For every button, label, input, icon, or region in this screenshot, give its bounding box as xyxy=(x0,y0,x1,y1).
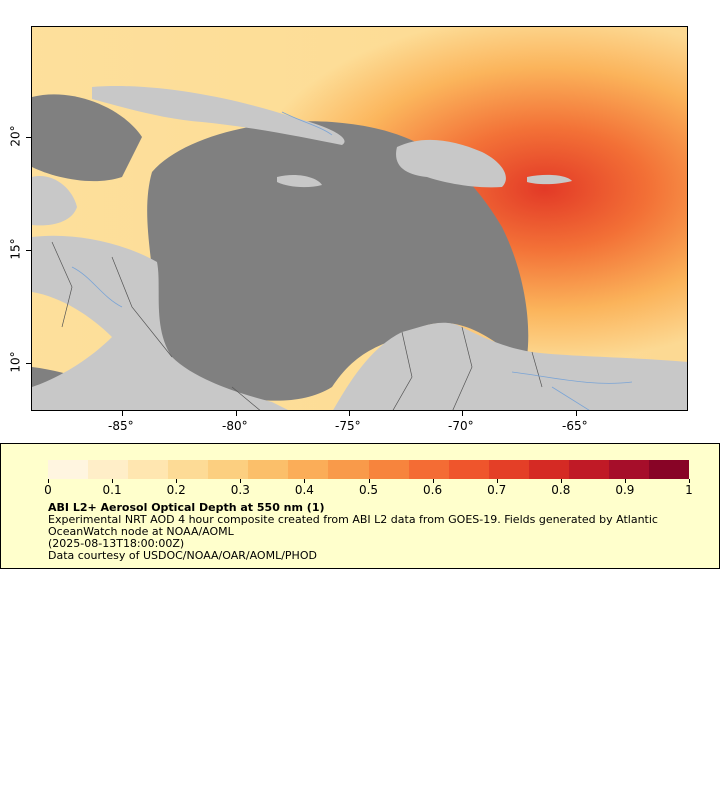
colorbar-swatch xyxy=(368,460,409,479)
colorbar-label: 1 xyxy=(685,483,693,497)
colorbar-swatch xyxy=(168,460,209,479)
colorbar-swatch xyxy=(448,460,489,479)
colorbar-swatch xyxy=(568,460,609,479)
colorbar-label: 0.7 xyxy=(487,483,507,497)
south-america-land xyxy=(333,322,687,410)
colorbar-swatch xyxy=(408,460,449,479)
lon-tick xyxy=(462,411,463,416)
lon-label: -70° xyxy=(448,419,474,433)
colorbar-label: 0.5 xyxy=(358,483,379,497)
colorbar-tick xyxy=(624,479,626,483)
lon-tick xyxy=(236,411,237,416)
map-image xyxy=(32,27,687,410)
lat-label: 20° xyxy=(8,125,23,147)
colorbar-tick xyxy=(176,479,178,483)
lon-tick xyxy=(576,411,577,416)
colorbar-tick xyxy=(368,479,370,483)
colorbar-label: 0.2 xyxy=(166,483,186,497)
colorbar-swatch xyxy=(488,460,529,479)
legend-line-4: Data courtesy of USDOC/NOAA/OAR/AOML/PHO… xyxy=(48,549,317,562)
colorbar-tick xyxy=(48,479,49,483)
colorbar-tick xyxy=(689,479,690,483)
lat-tick xyxy=(26,363,31,364)
lon-label: -65° xyxy=(562,419,588,433)
legend-line-1: Experimental NRT AOD 4 hour composite cr… xyxy=(48,513,658,526)
legend-line-3: (2025-08-13T18:00:00Z) xyxy=(48,537,185,550)
legend-line-2: OceanWatch node at NOAA/AOML xyxy=(48,525,234,538)
colorbar-tick xyxy=(112,479,114,483)
legend-text: ABI L2+ Aerosol Optical Depth at 550 nm … xyxy=(48,502,658,562)
puerto-rico-land xyxy=(527,174,572,185)
colorbar-swatch xyxy=(328,460,369,479)
colorbar-label: 0.1 xyxy=(102,483,122,497)
colorbar-label: 0.3 xyxy=(230,483,250,497)
lon-label: -75° xyxy=(335,419,361,433)
colorbar-tick xyxy=(240,479,242,483)
lon-tick xyxy=(349,411,350,416)
colorbar-tick xyxy=(432,479,434,483)
colorbar-swatch xyxy=(648,460,689,479)
country-borders xyxy=(51,241,543,410)
hispaniola-land xyxy=(396,139,506,188)
yucatan-land xyxy=(32,176,77,226)
colorbar xyxy=(48,460,689,479)
lon-label: -80° xyxy=(222,419,248,433)
colorbar-label: 0 xyxy=(44,483,52,497)
colorbar-tick xyxy=(496,479,498,483)
legend-panel: 0 0.1 0.2 0.3 0.4 0.5 0.6 0.7 0.8 0.9 1 ABI L2+ Ae… xyxy=(0,443,720,569)
caribbean-sea-mask xyxy=(147,121,529,401)
lat-tick xyxy=(26,250,31,251)
lat-label: 15° xyxy=(8,238,23,260)
gulf-mask xyxy=(32,94,142,182)
colorbar-label: 0.4 xyxy=(294,483,314,497)
legend-title: ABI L2+ Aerosol Optical Depth at 550 nm … xyxy=(48,501,325,514)
central-america-land xyxy=(32,235,288,410)
colorbar-swatch xyxy=(128,460,169,479)
colorbar-label: 0.8 xyxy=(551,483,571,497)
colorbar-swatch xyxy=(208,460,249,479)
lat-tick xyxy=(26,137,31,138)
jamaica-land xyxy=(277,174,322,188)
rivers xyxy=(71,111,633,410)
colorbar-swatch xyxy=(288,460,329,479)
colorbar-swatch xyxy=(48,460,89,479)
colorbar-swatch xyxy=(248,460,289,479)
colorbar-swatch xyxy=(608,460,649,479)
cuba-land xyxy=(92,86,345,145)
lat-label: 10° xyxy=(8,351,23,373)
colorbar-label: 0.9 xyxy=(615,483,635,497)
colorbar-tick xyxy=(304,479,306,483)
aod-map xyxy=(31,26,688,411)
lon-label: -85° xyxy=(108,419,134,433)
colorbar-swatch xyxy=(528,460,569,479)
colorbar-swatch xyxy=(88,460,129,479)
lon-tick xyxy=(122,411,123,416)
colorbar-label: 0.6 xyxy=(423,483,443,497)
colorbar-tick xyxy=(560,479,562,483)
